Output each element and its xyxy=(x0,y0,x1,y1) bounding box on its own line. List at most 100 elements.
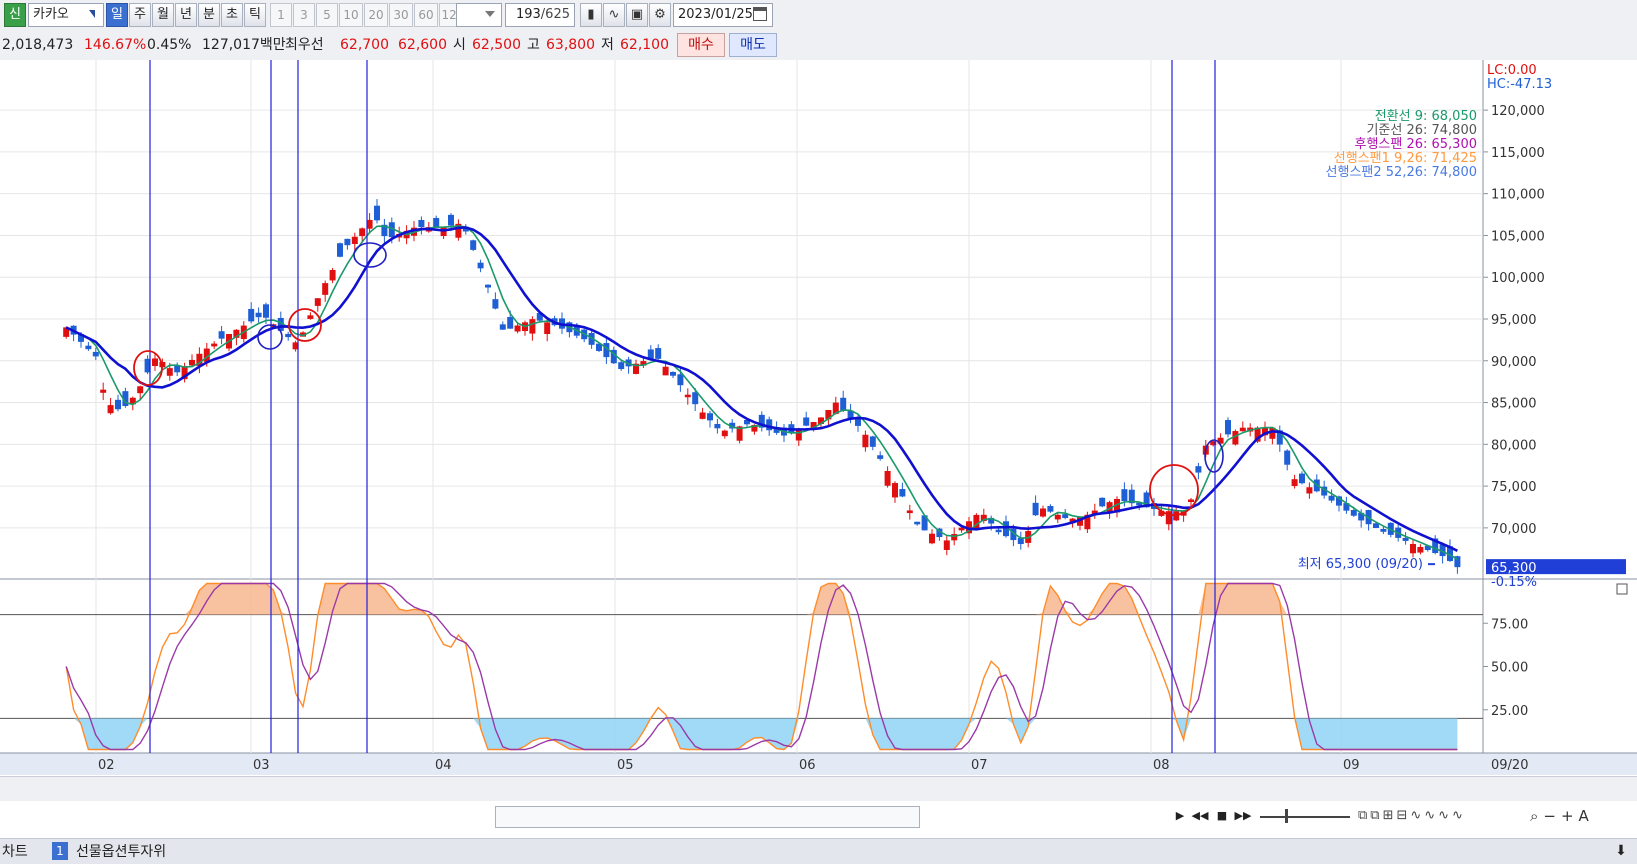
candle-body xyxy=(262,304,269,318)
period-button[interactable]: 틱 xyxy=(244,3,266,27)
stoch-tick-label: 25.00 xyxy=(1491,704,1528,719)
candle-body xyxy=(166,368,173,376)
chart-tab[interactable]: 차트 xyxy=(2,844,28,860)
cross-signal-circle xyxy=(1204,439,1224,473)
candle-body xyxy=(181,366,188,380)
candle-type-icon[interactable]: ▮ xyxy=(580,3,602,27)
candle-body xyxy=(1409,543,1416,554)
price-tick-label: 75,000 xyxy=(1491,480,1537,495)
gear-icon[interactable]: ⚙ xyxy=(649,3,671,27)
date-field[interactable]: 2023/01/25 xyxy=(673,3,773,27)
candle-body xyxy=(736,426,743,441)
stock-dropdown-icon[interactable] xyxy=(89,10,95,18)
candle-body xyxy=(743,419,750,425)
candle-body xyxy=(151,358,158,367)
period-button[interactable]: 분 xyxy=(198,3,220,27)
buy-signal-circle xyxy=(133,350,163,386)
period-button[interactable]: 월 xyxy=(152,3,174,27)
drawing-tools-icons[interactable]: ⧉⧉⊞⊟∿∿∿∿ xyxy=(1358,808,1466,823)
x-tick-label: 09/20 xyxy=(1491,758,1528,773)
low-annotation: 최저 65,300 (09/20) xyxy=(1298,557,1423,572)
trend-icon[interactable]: ∿ xyxy=(603,3,625,27)
candle-body xyxy=(277,317,284,331)
candle-body xyxy=(373,205,380,221)
candle-body xyxy=(1143,492,1150,508)
date-value: 2023/01/25 xyxy=(678,7,753,22)
oversold-zone xyxy=(66,718,1458,750)
interval-dropdown-icon[interactable] xyxy=(485,11,495,17)
candle-body xyxy=(188,359,195,366)
candle-body xyxy=(1276,430,1283,445)
candle-body xyxy=(1372,523,1379,529)
rewind-icon[interactable]: ◀◀ xyxy=(1191,809,1209,822)
candle-body xyxy=(492,299,499,309)
candle-body xyxy=(1402,537,1409,541)
count-value: 193 xyxy=(515,7,541,22)
candle-body xyxy=(307,315,314,319)
interval-button[interactable]: 20 xyxy=(364,3,388,27)
candle-body xyxy=(92,351,99,357)
candle-body xyxy=(899,489,906,497)
interval-button[interactable]: 60 xyxy=(414,3,438,27)
candle-body xyxy=(847,410,854,419)
candle-body xyxy=(248,308,255,322)
interval-button[interactable]: 30 xyxy=(389,3,413,27)
zoom-slider-handle[interactable] xyxy=(1285,809,1288,823)
candle-body xyxy=(1217,437,1224,444)
buy-button[interactable]: 매수 xyxy=(677,33,725,57)
price-chart[interactable]: 120,000 115,000 110,000 105,000 100,000 95,00… xyxy=(0,60,1637,776)
candle-body xyxy=(1284,450,1291,465)
zoom-slider[interactable] xyxy=(1260,816,1350,818)
custom-interval-field[interactable] xyxy=(456,3,502,27)
period-button[interactable]: 일 xyxy=(106,3,128,27)
candle-body xyxy=(1358,512,1365,521)
x-tick-label: 03 xyxy=(253,758,270,773)
x-axis-panel xyxy=(0,753,1637,775)
candle-body xyxy=(1128,489,1135,504)
interval-button[interactable]: 10 xyxy=(339,3,363,27)
interval-button[interactable]: 1 xyxy=(270,3,292,27)
save-icon[interactable]: ▣ xyxy=(626,3,648,27)
candle-body xyxy=(1254,427,1261,442)
count-field[interactable]: 193/625 xyxy=(505,3,575,27)
price-tick-label: 100,000 xyxy=(1491,271,1545,286)
forward-icon[interactable]: ▶▶ xyxy=(1234,809,1252,822)
candle-body xyxy=(1335,496,1342,506)
stop-icon[interactable]: ■ xyxy=(1216,809,1228,822)
candle-body xyxy=(322,283,329,295)
candle-body xyxy=(470,240,477,250)
candle-body xyxy=(1269,427,1276,439)
candle-body xyxy=(803,417,810,426)
candle-body xyxy=(1084,514,1091,530)
sell-button[interactable]: 매도 xyxy=(729,33,777,57)
candle-body xyxy=(1417,546,1424,553)
candle-body xyxy=(174,365,181,373)
status-bar xyxy=(0,838,1637,864)
x-tick-label: 04 xyxy=(435,758,452,773)
period-button[interactable]: 초 xyxy=(221,3,243,27)
candle-body xyxy=(943,540,950,550)
candle-body xyxy=(714,423,721,429)
download-icon[interactable]: ⬇ xyxy=(1615,843,1627,859)
candle-body xyxy=(1187,499,1194,503)
calendar-icon[interactable] xyxy=(753,7,767,21)
period-button[interactable]: 년 xyxy=(175,3,197,27)
candle-body xyxy=(499,324,506,330)
candle-body xyxy=(1261,427,1268,436)
futures-options-tab[interactable]: 선물옵션투자위 xyxy=(76,844,167,860)
candle-body xyxy=(832,402,839,414)
candle-body xyxy=(144,358,151,373)
scroll-thumb[interactable] xyxy=(495,806,920,828)
candle-body xyxy=(936,528,943,538)
period-button[interactable]: 주 xyxy=(129,3,151,27)
candle-body xyxy=(603,343,610,358)
candle-body xyxy=(507,317,514,329)
interval-button[interactable]: 3 xyxy=(293,3,315,27)
play-icon[interactable]: ▶ xyxy=(1175,809,1185,822)
tab-index-badge: 1 xyxy=(52,842,68,860)
candle-body xyxy=(906,510,913,514)
interval-button[interactable]: 5 xyxy=(316,3,338,27)
candle-body xyxy=(1291,479,1298,486)
zoom-controls-icons[interactable]: ⌕−+A xyxy=(1530,807,1594,825)
candle-body xyxy=(129,397,136,405)
